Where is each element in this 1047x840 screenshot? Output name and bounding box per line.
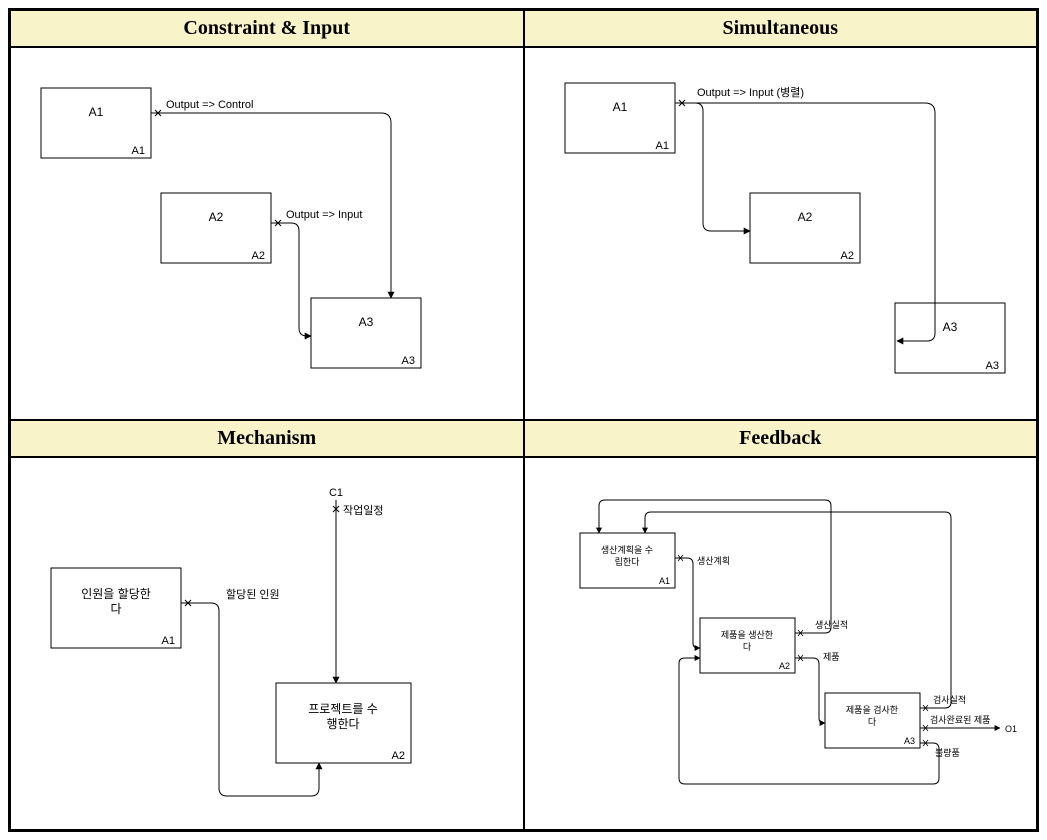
box-a3: A3 A3 [311, 298, 421, 368]
box-a1-main-l2: 립한다 [614, 557, 640, 567]
box-a3: 제품을 검사한 다 A3 [825, 693, 920, 748]
box-a3-sub: A3 [903, 736, 914, 746]
edge-a1-a3-label: Output => Control [166, 99, 253, 111]
edge-a1-a2-label: 할당된 인원 [226, 588, 280, 601]
box-a2: A2 A2 [750, 193, 860, 263]
box-a2-main-l2: 행한다 [326, 716, 359, 731]
box-a1: 인원을 할당한 다 A1 [51, 568, 181, 648]
box-a1-sub: A1 [132, 145, 145, 157]
box-a2-main-l1: 제품을 생산한 [720, 630, 772, 640]
header-mechanism: Mechanism [10, 420, 524, 457]
panel-constraint-input: A1 A1 A2 A2 A3 A3 Output => Control [10, 47, 524, 420]
edge-a2-a3-label: Output => Input [286, 209, 362, 221]
box-a1-sub: A1 [655, 140, 668, 152]
box-a3-main-l1: 제품을 검사한 [845, 704, 897, 715]
edge-a3-a1-label: 검사실적 [933, 694, 966, 705]
box-a3-sub: A3 [985, 360, 998, 372]
c1-label: C1 [329, 487, 343, 499]
box-a1: 생산계획을 수 립한다 A1 [580, 533, 675, 588]
box-a1-sub: A1 [658, 576, 669, 586]
box-a3-sub: A3 [402, 355, 415, 367]
c1-sub: 작업일정 [343, 503, 383, 517]
box-a2-sub: A2 [778, 661, 789, 671]
box-a1: A1 A1 [565, 83, 675, 153]
edge-a3-o1-label: 검사완료된 제품 [930, 714, 990, 725]
header-constraint-input: Constraint & Input [10, 10, 524, 47]
edge-a3-o1: 검사완료된 제품 O1 [920, 714, 1017, 734]
box-a2: 제품을 생산한 다 A2 [700, 618, 795, 673]
box-a1-main-l1: 인원을 할당한 [81, 587, 151, 601]
header-simultaneous: Simultaneous [524, 10, 1038, 47]
box-a3-main: A3 [942, 320, 957, 334]
diagram-grid: Constraint & Input Simultaneous A1 A1 A2… [8, 8, 1039, 832]
box-a2-sub: A2 [840, 250, 853, 262]
header-feedback: Feedback [524, 420, 1038, 457]
box-a3: A3 A3 [895, 303, 1005, 373]
panel-feedback: 생산계획을 수 립한다 A1 제품을 생산한 다 A2 제품을 검사한 다 A3 [524, 457, 1038, 830]
box-a2: 프로젝트를 수 행한다 A2 [276, 683, 411, 763]
box-a2-main-l1: 프로젝트를 수 [308, 702, 378, 716]
edge-a1-a2-label: 생산계획 [697, 555, 730, 566]
box-a2-sub: A2 [252, 250, 265, 262]
panel-mechanism: 인원을 할당한 다 A1 프로젝트를 수 행한다 A2 C1 작업일정 [10, 457, 524, 830]
box-a3-main-l2: 다 [867, 717, 876, 727]
box-a2-sub: A2 [392, 750, 405, 762]
box-a1-main-l2: 다 [110, 602, 121, 616]
edge-a2-a1-label: 생산실적 [815, 619, 848, 630]
edge-a3-a2-label: 불량품 [935, 747, 960, 758]
box-a1-main: A1 [612, 100, 627, 114]
panel-simultaneous: A1 A1 A2 A2 A3 A3 [524, 47, 1038, 420]
box-a2-main-l2: 다 [742, 642, 751, 652]
edge-parallel-label: Output => Input (병렬) [697, 86, 804, 99]
control-c1: C1 작업일정 [329, 487, 384, 683]
box-a1-main: A1 [89, 105, 104, 119]
box-a1-sub: A1 [162, 635, 175, 647]
o1-label: O1 [1005, 724, 1017, 734]
box-a2: A2 A2 [161, 193, 271, 263]
box-a1: A1 A1 [41, 88, 151, 158]
box-a2-main: A2 [209, 210, 224, 224]
box-a1-main-l1: 생산계획을 수 [600, 544, 652, 555]
edge-a2-a3-label: 제품 [823, 652, 840, 662]
box-a2-main: A2 [797, 210, 812, 224]
box-a3-main: A3 [359, 315, 374, 329]
